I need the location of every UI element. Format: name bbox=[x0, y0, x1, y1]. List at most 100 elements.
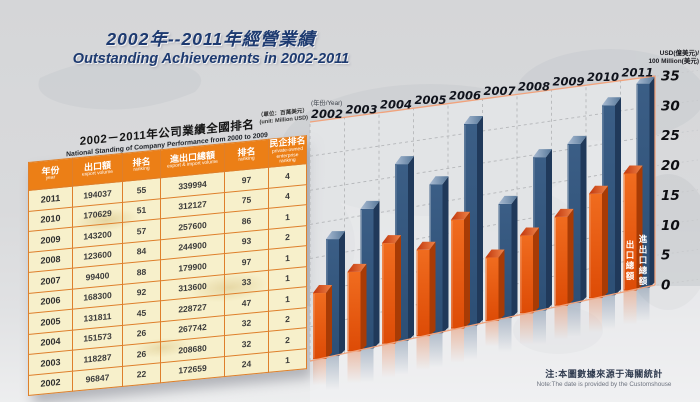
year-label-2002: 2002 bbox=[311, 107, 343, 121]
gridline-extension bbox=[656, 219, 699, 226]
gridline-extension bbox=[656, 70, 699, 77]
year-label-2008: 2008 bbox=[518, 79, 550, 93]
y-axis-unit-line1: USD(億美元)/ bbox=[660, 48, 700, 57]
bar-top-export-2005 bbox=[416, 241, 436, 250]
y-axis-unit-line2: 100 Million(美元) bbox=[648, 56, 699, 65]
bar-reflection bbox=[498, 318, 512, 353]
x-axis-baseline bbox=[309, 284, 656, 362]
bar-top-total-2003 bbox=[360, 200, 380, 209]
bar-reflection bbox=[382, 343, 395, 378]
year-label-2006: 2006 bbox=[449, 88, 481, 102]
bar-reflection bbox=[395, 340, 408, 375]
bar-side-export-2003 bbox=[360, 263, 367, 352]
bar-highlight bbox=[589, 194, 591, 298]
bar-side-export-2002 bbox=[326, 285, 332, 359]
bar-side-total-2002 bbox=[339, 231, 345, 357]
bar-highlight bbox=[382, 244, 384, 343]
bar-top-export-2004 bbox=[382, 235, 401, 244]
bar-highlight bbox=[416, 250, 418, 336]
bar-side-total-2009 bbox=[580, 135, 587, 303]
bar-top-export-2010 bbox=[589, 185, 608, 194]
bar-export-2007 bbox=[485, 257, 499, 321]
legend-label-export: 額 bbox=[625, 271, 635, 281]
bar-side-total-2004 bbox=[408, 156, 414, 341]
gridline-extension bbox=[656, 159, 699, 166]
bar-top-total-2009 bbox=[567, 135, 587, 144]
bar-highlight bbox=[485, 258, 487, 320]
gridline-extension bbox=[656, 99, 699, 107]
bar-side-export-2009 bbox=[567, 208, 574, 306]
bar-side-total-2010 bbox=[615, 97, 621, 296]
bar-export-2002 bbox=[313, 293, 326, 359]
page-title: 2002年--2011年經營業績 Outstanding Achievement… bbox=[56, 26, 366, 67]
footnote-cn: 注:本圖數據來源于海關統計 bbox=[545, 369, 663, 379]
bar-top-total-2007 bbox=[498, 195, 518, 204]
bar-side-export-2007 bbox=[498, 249, 505, 321]
gridline-extension bbox=[656, 279, 699, 286]
y-tick-label: 15 bbox=[661, 188, 680, 204]
y-tick-label: 20 bbox=[661, 158, 680, 174]
legend-label-total: 口 bbox=[639, 255, 648, 265]
bar-reflection bbox=[347, 351, 361, 384]
bar-highlight bbox=[347, 272, 349, 351]
chart-footnote: 注:本圖數據來源于海關統計 Note:The date is provided … bbox=[514, 367, 694, 388]
year-axis-note: (年份/Year) bbox=[311, 98, 342, 107]
legend-label-total: 出 bbox=[639, 245, 648, 255]
footnote-en: Note:The date is provided by the Customs… bbox=[536, 381, 672, 388]
legend-label-export: 總 bbox=[626, 260, 635, 270]
y-tick-label: 30 bbox=[661, 98, 680, 114]
year-label-2007: 2007 bbox=[484, 84, 516, 98]
bar-highlight bbox=[520, 236, 522, 313]
bar-reflection bbox=[416, 336, 430, 371]
y-tick-label: 10 bbox=[661, 218, 680, 234]
bar-reflection bbox=[326, 356, 339, 391]
y-tick-label: 25 bbox=[661, 128, 680, 144]
bar-top-export-2006 bbox=[451, 211, 470, 220]
bar-top-export-2011 bbox=[623, 165, 643, 174]
legend-label-total: 總 bbox=[639, 266, 648, 276]
bar-side-total-2003 bbox=[373, 200, 380, 349]
y-tick-label: 0 bbox=[661, 278, 670, 294]
bar-reflection bbox=[567, 302, 581, 337]
bar-export-2009 bbox=[554, 216, 568, 306]
legend-label-total: 進 bbox=[639, 234, 648, 244]
bar-highlight bbox=[451, 220, 453, 328]
bar-top-export-2008 bbox=[520, 227, 539, 236]
bar-export-2008 bbox=[520, 235, 533, 314]
year-label-2005: 2005 bbox=[415, 93, 447, 107]
bar-top-total-2010 bbox=[602, 97, 621, 106]
bar-side-export-2006 bbox=[464, 211, 470, 329]
bar-reflection bbox=[313, 358, 326, 386]
bar-side-export-2008 bbox=[533, 227, 539, 314]
bar-top-export-2007 bbox=[485, 249, 505, 258]
legend-label-export: 口 bbox=[626, 250, 635, 260]
bar-export-2003 bbox=[347, 271, 361, 352]
bar-highlight bbox=[313, 294, 315, 358]
bar-reflection bbox=[636, 287, 650, 322]
bar-side-total-2005 bbox=[442, 176, 449, 334]
bar-side-export-2005 bbox=[429, 241, 436, 337]
legend-label-export: 出 bbox=[626, 239, 635, 249]
bar-top-total-2005 bbox=[429, 176, 449, 185]
bar-highlight bbox=[623, 174, 625, 290]
y-tick-label: 5 bbox=[661, 248, 670, 264]
bar-side-export-2011 bbox=[636, 165, 643, 291]
bar-reflection bbox=[464, 325, 477, 360]
bar-top-total-2002 bbox=[326, 231, 345, 240]
bar-top-total-2006 bbox=[464, 116, 483, 125]
bar-export-2011 bbox=[623, 173, 637, 291]
bar-reflection bbox=[554, 305, 568, 340]
bar-reflection bbox=[533, 310, 546, 345]
plot-top-edge bbox=[309, 75, 656, 123]
bar-top-export-2002 bbox=[313, 285, 332, 294]
bar-reflection bbox=[589, 298, 602, 333]
bar-side-export-2010 bbox=[602, 185, 608, 299]
bar-export-2005 bbox=[416, 249, 430, 337]
year-label-2011: 2011 bbox=[622, 65, 654, 79]
legend-label-total: 額 bbox=[638, 276, 648, 286]
bar-reflection bbox=[623, 290, 637, 325]
gridline-extension bbox=[656, 189, 699, 196]
bar-top-total-2008 bbox=[533, 149, 552, 158]
bar-reflection bbox=[429, 333, 443, 368]
